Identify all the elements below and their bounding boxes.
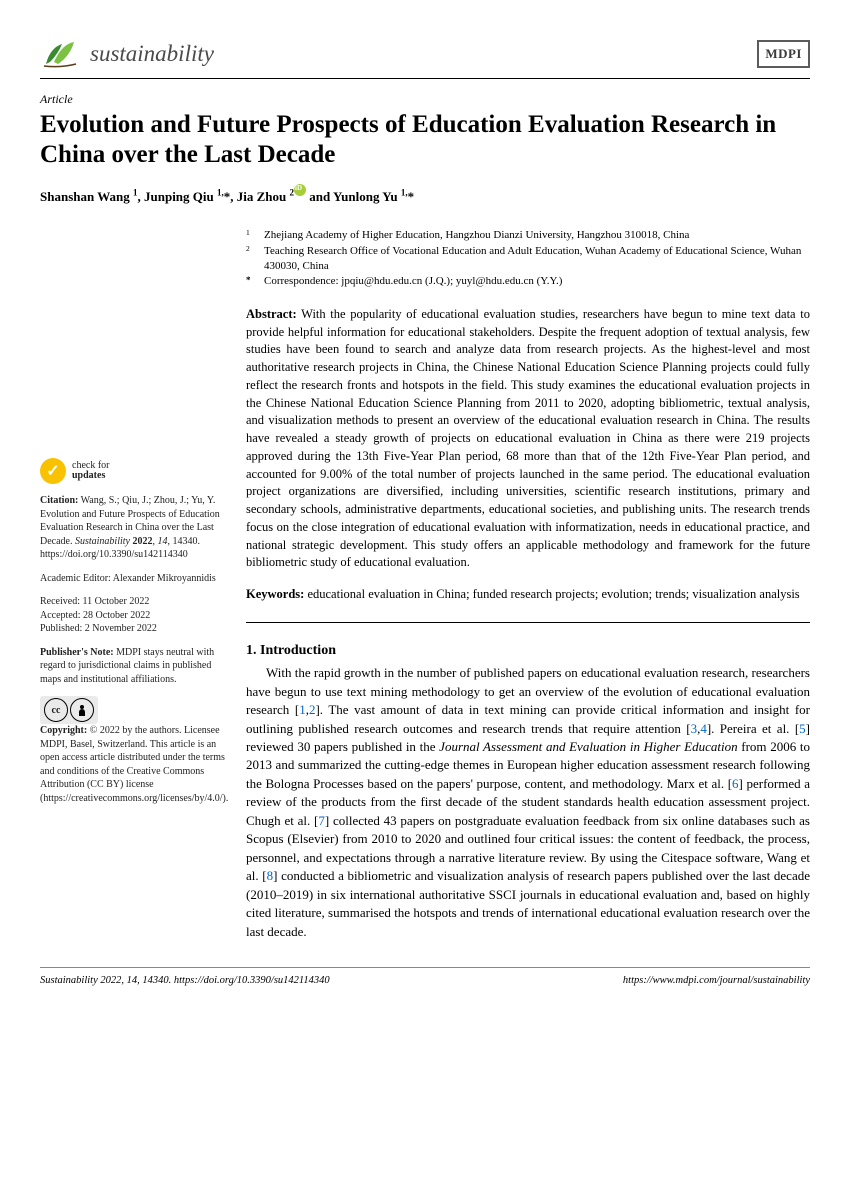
cite-link[interactable]: 2: [309, 702, 316, 717]
authors-line: Shanshan Wang 1, Junping Qiu 1,*, Jia Zh…: [40, 184, 810, 207]
citation-block: Citation: Wang, S.; Qiu, J.; Zhou, J.; Y…: [40, 494, 226, 562]
copyright-block: Copyright: © 2022 by the authors. Licens…: [40, 724, 226, 805]
publisher-badge[interactable]: MDPI: [757, 40, 810, 68]
academic-editor: Academic Editor: Alexander Mikroyannidis: [40, 572, 226, 586]
journal-logo-group: sustainability: [40, 36, 214, 72]
article-title: Evolution and Future Prospects of Educat…: [40, 110, 810, 170]
cite-link[interactable]: 1: [299, 702, 306, 717]
journal-leaf-icon: [40, 36, 82, 72]
footer-right[interactable]: https://www.mdpi.com/journal/sustainabil…: [623, 974, 810, 989]
check-updates-line2: updates: [72, 471, 109, 481]
footer-left: Sustainability 2022, 14, 14340. https://…: [40, 974, 330, 989]
check-updates-badge[interactable]: ✓ check for updates: [40, 458, 226, 484]
affiliations: 1Zhejiang Academy of Higher Education, H…: [246, 228, 810, 290]
cite-link[interactable]: 7: [318, 813, 325, 828]
abstract: Abstract: With the popularity of educati…: [246, 306, 810, 572]
cite-link[interactable]: 5: [799, 721, 806, 736]
publishers-note: Publisher's Note: MDPI stays neutral wit…: [40, 646, 226, 687]
cite-link[interactable]: 3: [691, 721, 698, 736]
article-type: Article: [40, 91, 810, 108]
cc-license-badge[interactable]: cc: [40, 696, 98, 724]
section-divider: [246, 622, 810, 623]
cite-link[interactable]: 4: [700, 721, 707, 736]
sidebar: ✓ check for updates Citation: Wang, S.; …: [40, 228, 226, 941]
by-icon: [70, 698, 94, 722]
page-footer: Sustainability 2022, 14, 14340. https://…: [40, 967, 810, 989]
main-column: 1Zhejiang Academy of Higher Education, H…: [246, 228, 810, 941]
journal-name: sustainability: [90, 38, 214, 70]
cc-icon: cc: [44, 698, 68, 722]
cite-link[interactable]: 6: [732, 776, 739, 791]
section-1-heading: 1. Introduction: [246, 641, 810, 661]
keywords: Keywords: educational evaluation in Chin…: [246, 586, 810, 604]
orcid-icon[interactable]: [294, 184, 306, 196]
header-bar: sustainability MDPI: [40, 36, 810, 79]
section-1-body: With the rapid growth in the number of p…: [246, 664, 810, 941]
cite-link[interactable]: 8: [267, 868, 274, 883]
dates-block: Received: 11 October 2022 Accepted: 28 O…: [40, 595, 226, 636]
check-updates-icon: ✓: [40, 458, 66, 484]
